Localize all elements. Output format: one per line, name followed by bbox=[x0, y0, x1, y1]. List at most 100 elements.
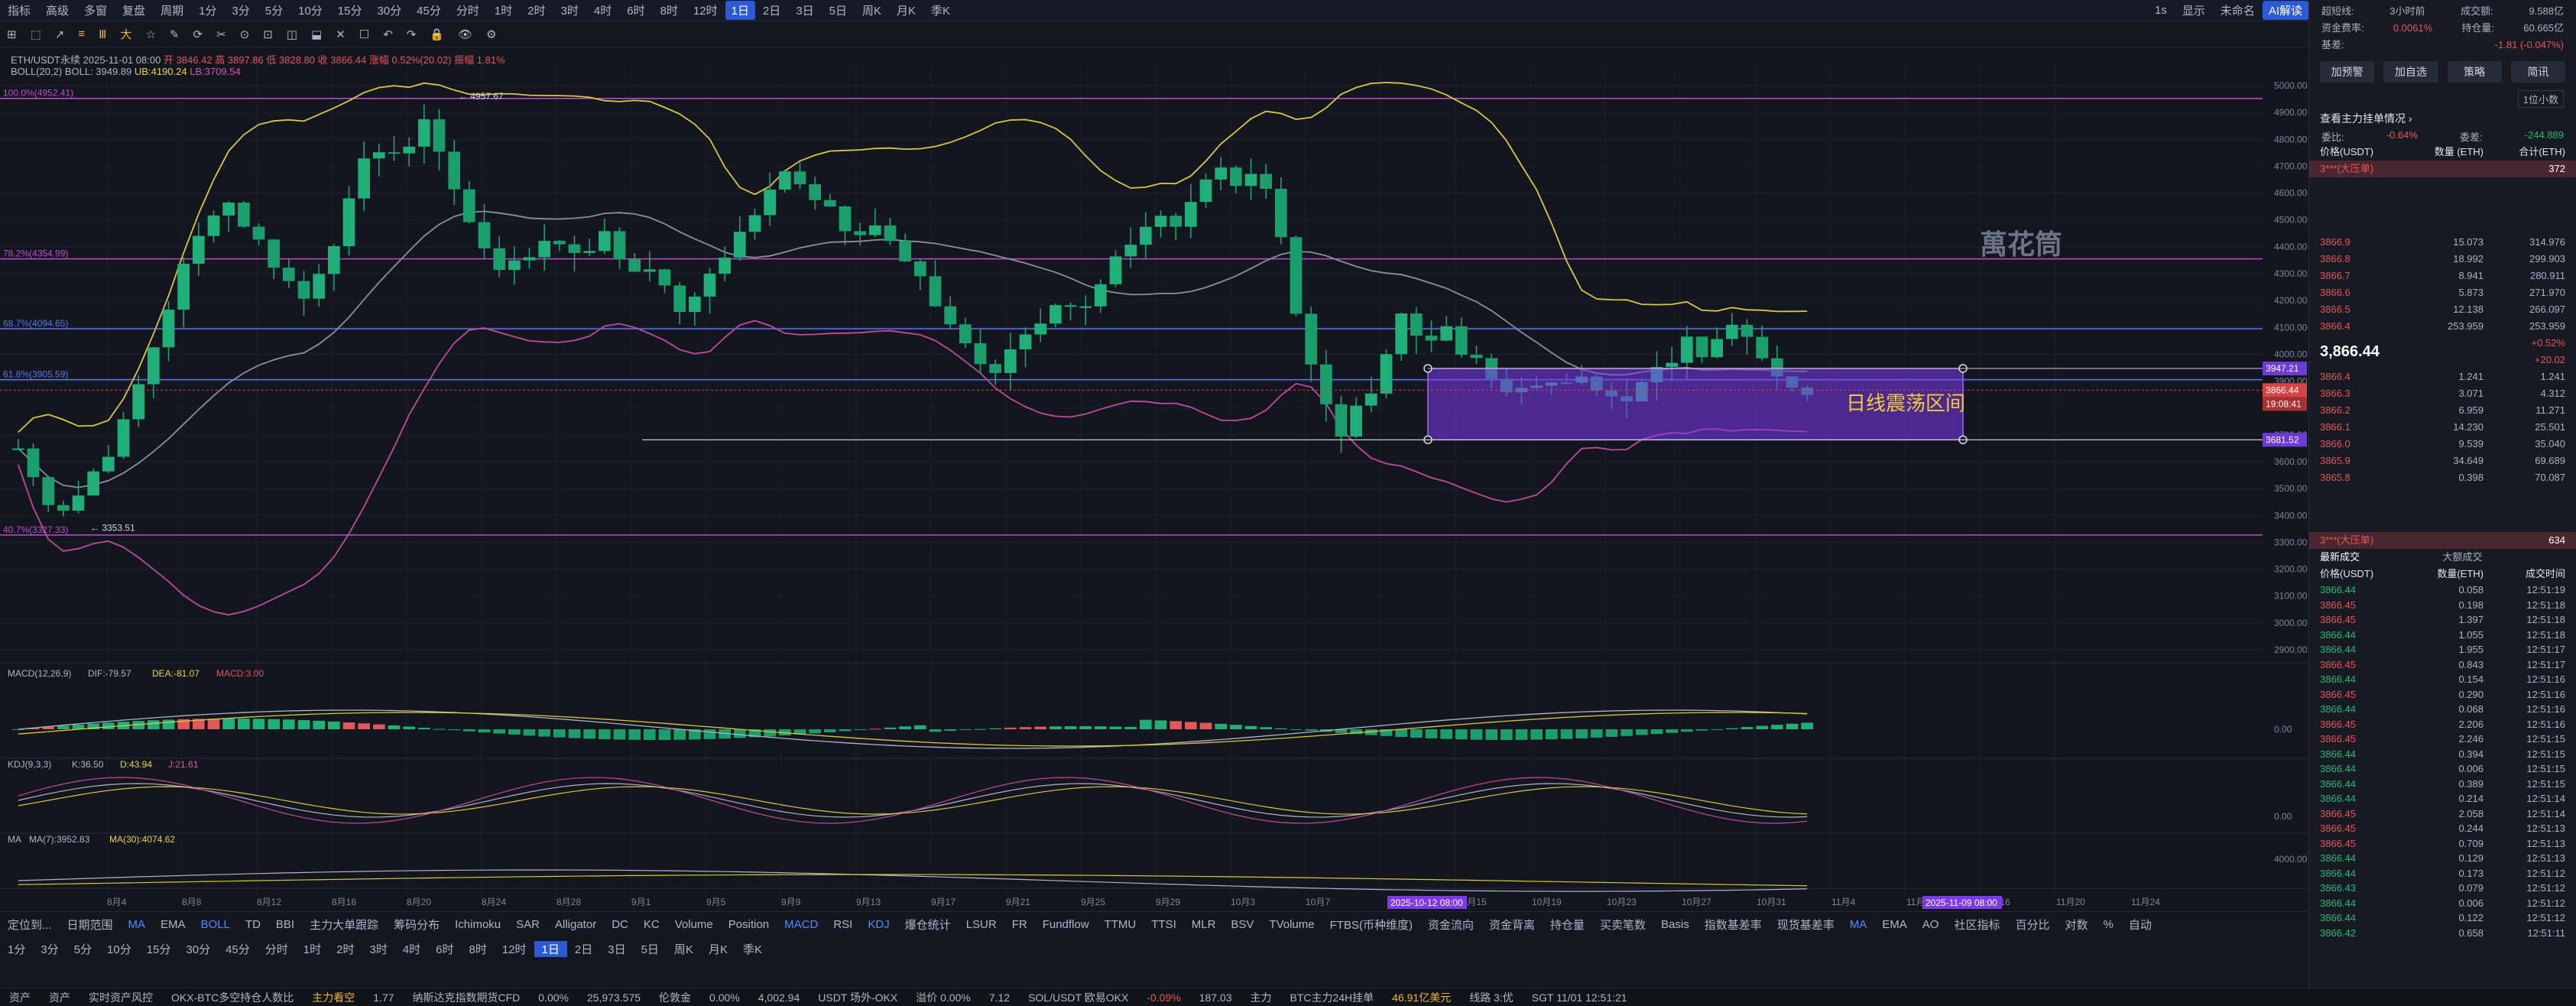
top-right-0[interactable]: 1s bbox=[2154, 4, 2167, 17]
interval-5[interactable]: 1分 bbox=[199, 5, 217, 18]
indicator-34[interactable]: 指数基差率 bbox=[1704, 918, 1762, 932]
interval-6[interactable]: 3分 bbox=[232, 5, 250, 18]
rp-button-2[interactable]: 策略 bbox=[2447, 61, 2502, 83]
ask-row[interactable]: 3866.5 12.138 266.097 bbox=[2309, 301, 2576, 318]
indicator-22[interactable]: Fundflow bbox=[1042, 917, 1089, 931]
indicator-25[interactable]: MLR bbox=[1191, 917, 1216, 931]
draw-tool-11-icon[interactable]: ⊡ bbox=[263, 28, 273, 41]
interval-26[interactable]: 季K bbox=[931, 5, 951, 18]
indicator-7[interactable]: 主力大单跟踪 bbox=[310, 918, 379, 932]
interval-2[interactable]: 多窗 bbox=[84, 5, 108, 18]
top-right-2[interactable]: 未命名 bbox=[2220, 5, 2255, 18]
interval-16[interactable]: 4时 bbox=[593, 5, 612, 18]
indicator-26[interactable]: BSV bbox=[1231, 917, 1254, 931]
draw-tool-4-icon[interactable]: Ⅲ bbox=[99, 28, 107, 41]
interval-bottom-1[interactable]: 3分 bbox=[41, 943, 59, 956]
interval-bottom-15[interactable]: 1日 bbox=[534, 940, 567, 957]
rp-button-0[interactable]: 加预警 bbox=[2320, 61, 2375, 83]
indicator-32[interactable]: 买卖笔数 bbox=[1600, 918, 1646, 932]
bid-row[interactable]: 3865.8 0.398 70.087 bbox=[2309, 469, 2576, 486]
interval-bottom-19[interactable]: 周K bbox=[673, 943, 693, 956]
draw-tool-19-icon[interactable]: 👁 bbox=[458, 28, 473, 41]
indicator-9[interactable]: Ichimoku bbox=[455, 917, 501, 931]
interval-25[interactable]: 月K bbox=[897, 5, 917, 18]
interval-23[interactable]: 5日 bbox=[829, 5, 847, 18]
draw-tool-18-icon[interactable]: 🔒 bbox=[430, 28, 445, 41]
interval-11[interactable]: 45分 bbox=[417, 5, 441, 18]
interval-bottom-21[interactable]: 季K bbox=[742, 943, 762, 956]
indicator-0[interactable]: 定位到... bbox=[8, 918, 52, 932]
indicator-43[interactable]: 自动 bbox=[2128, 918, 2152, 932]
indicator-41[interactable]: 对数 bbox=[2065, 918, 2088, 932]
ask-row[interactable]: 3866.6 5.873 271.970 bbox=[2309, 284, 2576, 301]
draw-tool-15-icon[interactable]: ☐ bbox=[358, 28, 370, 41]
indicator-2[interactable]: MA bbox=[128, 917, 146, 931]
interval-8[interactable]: 10分 bbox=[298, 5, 323, 18]
top-right-3[interactable]: AI解读 bbox=[2262, 1, 2308, 20]
candlestick-chart[interactable]: 5000.00 4900.00 4800.00 4700.00 4600.00 4500.… bbox=[0, 47, 2308, 911]
ask-row[interactable]: 3866.9 15.073 314.976 bbox=[2309, 234, 2576, 251]
draw-tool-5-icon[interactable]: 大 bbox=[120, 28, 132, 41]
depth-step[interactable]: 1位小数 bbox=[2517, 90, 2564, 108]
draw-tool-1-icon[interactable]: ⬚ bbox=[30, 28, 41, 41]
indicator-4[interactable]: BOLL bbox=[200, 917, 230, 931]
indicator-31[interactable]: 持仓量 bbox=[1549, 918, 1585, 932]
indicator-10[interactable]: SAR bbox=[516, 917, 540, 931]
interval-12[interactable]: 分时 bbox=[456, 5, 479, 18]
interval-9[interactable]: 15分 bbox=[337, 5, 362, 18]
interval-bottom-13[interactable]: 8时 bbox=[469, 943, 487, 956]
draw-tool-9-icon[interactable]: ✂ bbox=[216, 28, 226, 41]
ask-row[interactable]: 3866.8 18.992 299.903 bbox=[2309, 251, 2576, 268]
indicator-12[interactable]: DC bbox=[612, 917, 628, 931]
interval-bottom-3[interactable]: 10分 bbox=[107, 943, 131, 956]
indicator-27[interactable]: TVolume bbox=[1269, 917, 1315, 931]
indicator-35[interactable]: 现货基差率 bbox=[1776, 918, 1835, 932]
ask-row[interactable]: 3866.4 253.959 253.959 bbox=[2309, 318, 2576, 335]
indicator-16[interactable]: MACD bbox=[784, 917, 819, 931]
indicator-33[interactable]: Basis bbox=[1661, 917, 1689, 931]
draw-tool-12-icon[interactable]: ◫ bbox=[286, 28, 297, 41]
draw-tool-6-icon[interactable]: ☆ bbox=[145, 28, 156, 41]
interval-0[interactable]: 指标 bbox=[8, 5, 31, 18]
indicator-21[interactable]: FR bbox=[1011, 917, 1027, 931]
interval-14[interactable]: 2时 bbox=[527, 5, 546, 18]
interval-1[interactable]: 高级 bbox=[46, 5, 70, 18]
draw-tool-8-icon[interactable]: ⟳ bbox=[193, 28, 203, 41]
draw-tool-17-icon[interactable]: ↷ bbox=[406, 28, 417, 41]
interval-bottom-16[interactable]: 2日 bbox=[574, 943, 593, 956]
interval-bottom-7[interactable]: 分时 bbox=[264, 943, 288, 956]
interval-bottom-9[interactable]: 2时 bbox=[336, 943, 355, 956]
order-view-link[interactable]: 查看主力挂单情况 › bbox=[2320, 112, 2412, 125]
interval-24[interactable]: 周K bbox=[862, 5, 882, 18]
indicator-38[interactable]: AO bbox=[1922, 917, 1939, 931]
interval-21[interactable]: 2日 bbox=[762, 5, 781, 18]
indicator-29[interactable]: 资金流向 bbox=[1427, 918, 1474, 932]
draw-tool-10-icon[interactable]: ⊙ bbox=[239, 28, 250, 41]
draw-tool-3-icon[interactable]: ≡ bbox=[78, 28, 86, 41]
indicator-24[interactable]: TTSI bbox=[1151, 917, 1176, 931]
indicator-37[interactable]: EMA bbox=[1882, 917, 1907, 931]
interval-bottom-10[interactable]: 3时 bbox=[369, 943, 388, 956]
bid-row[interactable]: 3866.1 14.230 25.501 bbox=[2309, 419, 2576, 436]
indicator-11[interactable]: Alligator bbox=[555, 917, 597, 931]
top-right-1[interactable]: 显示 bbox=[2182, 5, 2205, 18]
interval-15[interactable]: 3时 bbox=[560, 5, 579, 18]
indicator-1[interactable]: 日期范围 bbox=[67, 918, 113, 932]
bid-row[interactable]: 3866.3 3.071 4.312 bbox=[2309, 385, 2576, 402]
rp-button-3[interactable]: 简讯 bbox=[2510, 61, 2565, 83]
draw-tool-16-icon[interactable]: ↶ bbox=[383, 28, 393, 41]
indicator-18[interactable]: KDJ bbox=[868, 917, 890, 931]
indicator-3[interactable]: EMA bbox=[161, 917, 186, 931]
draw-tool-20-icon[interactable]: ⚙ bbox=[486, 28, 497, 41]
indicator-36[interactable]: MA bbox=[1849, 917, 1867, 931]
interval-bottom-0[interactable]: 1分 bbox=[8, 943, 26, 956]
ask-row[interactable]: 3866.7 8.941 280.911 bbox=[2309, 268, 2576, 284]
interval-bottom-20[interactable]: 月K bbox=[708, 943, 728, 956]
interval-bottom-5[interactable]: 30分 bbox=[186, 943, 211, 956]
indicator-6[interactable]: BBI bbox=[275, 917, 295, 931]
interval-bottom-18[interactable]: 5日 bbox=[641, 943, 659, 956]
bid-row[interactable]: 3866.2 6.959 11.271 bbox=[2309, 402, 2576, 419]
status-item-0[interactable]: 资产 bbox=[9, 991, 31, 1004]
status-item-2[interactable]: 实时资产风控 bbox=[89, 991, 153, 1004]
indicator-15[interactable]: Position bbox=[728, 917, 770, 931]
